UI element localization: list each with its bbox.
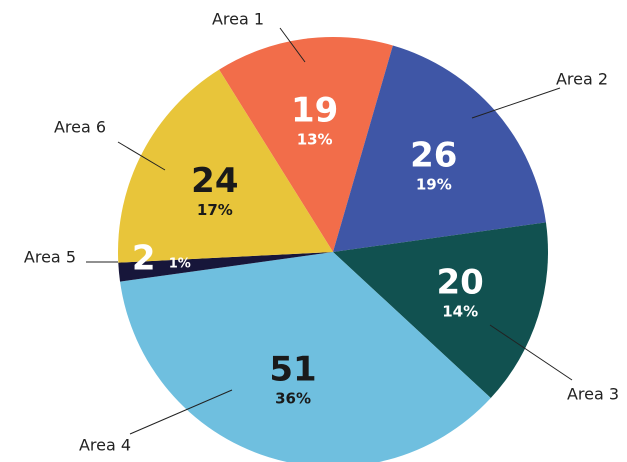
value-label: 26 — [410, 135, 457, 175]
pie-slice — [120, 252, 491, 462]
category-label: Area 5 — [24, 248, 76, 267]
percent-label: 13% — [297, 130, 333, 148]
category-label: Area 6 — [54, 118, 106, 137]
leader-line — [471, 87, 561, 119]
percent-label: 1% — [169, 257, 191, 272]
percent-label: 14% — [442, 302, 478, 320]
percent-label: 36% — [275, 390, 311, 408]
pie-slice — [333, 45, 546, 252]
category-label: Area 3 — [567, 385, 619, 404]
leader-line — [129, 389, 233, 435]
leader-line — [279, 27, 306, 63]
category-label: Area 4 — [79, 436, 131, 455]
category-label: Area 1 — [212, 10, 264, 29]
value-label: 24 — [191, 161, 238, 201]
value-label: 19 — [291, 90, 338, 130]
pie-slice — [118, 252, 333, 282]
percent-label: 17% — [197, 201, 233, 219]
pie-slice — [219, 37, 393, 252]
value-label: 20 — [437, 262, 484, 302]
value-label: 2 — [132, 239, 156, 279]
leader-line — [117, 141, 166, 171]
category-label: Area 2 — [556, 70, 608, 89]
percent-label: 19% — [416, 175, 452, 193]
pie-slice — [333, 222, 548, 399]
value-label: 51 — [269, 350, 316, 390]
leader-line — [489, 324, 573, 381]
pie-slice — [118, 69, 333, 263]
